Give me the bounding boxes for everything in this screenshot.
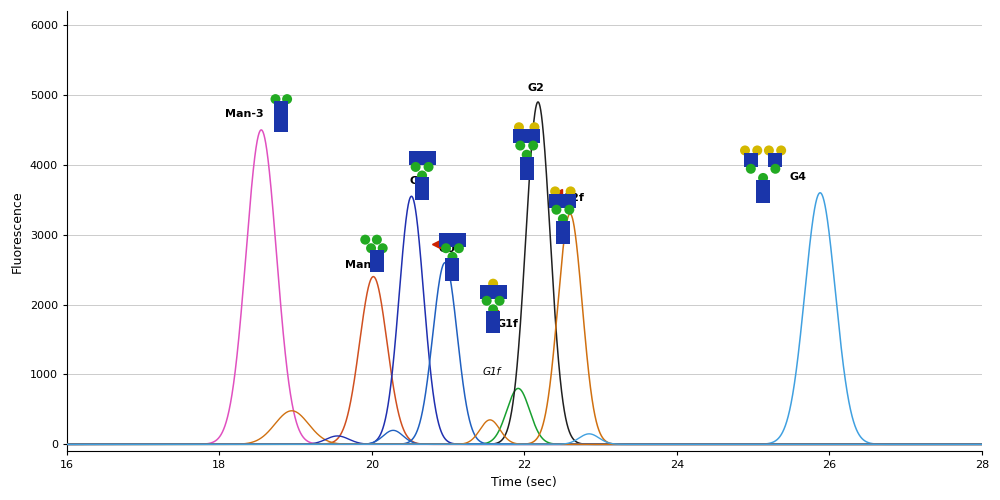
X-axis label: Time (sec): Time (sec) <box>491 476 557 489</box>
Text: Man-5: Man-5 <box>345 260 384 270</box>
Text: G1f: G1f <box>482 367 501 377</box>
Text: G0: G0 <box>410 176 427 186</box>
Text: G4: G4 <box>790 172 807 182</box>
Text: G0f: G0f <box>438 244 460 254</box>
Text: G2: G2 <box>527 83 544 93</box>
Text: G1f: G1f <box>496 319 518 329</box>
Text: G2f: G2f <box>562 193 584 203</box>
Y-axis label: Fluorescence: Fluorescence <box>11 190 24 272</box>
Text: Man-3: Man-3 <box>225 110 263 120</box>
